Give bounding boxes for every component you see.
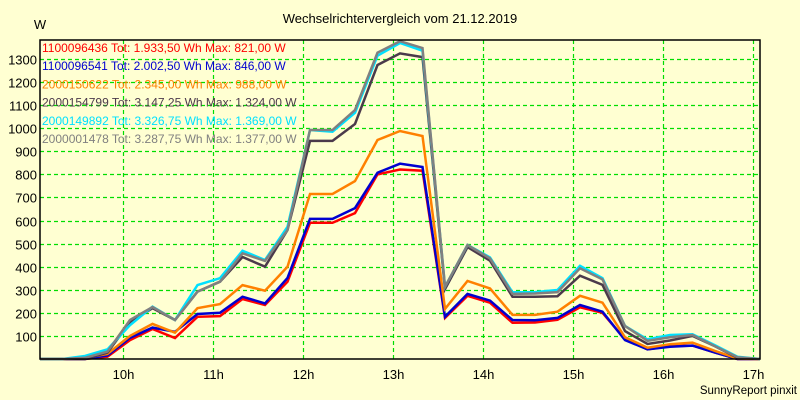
x-tick-label: 15h	[563, 367, 585, 382]
x-tick-label: 12h	[293, 367, 315, 382]
x-tick-label: 17h	[743, 367, 765, 382]
y-axis-label: W	[34, 17, 47, 32]
y-tick-label: 200	[15, 307, 37, 322]
chart-title: Wechselrichtervergleich vom 21.12.2019	[283, 11, 518, 26]
x-tick-label: 16h	[653, 367, 675, 382]
y-tick-label: 1300	[8, 53, 37, 68]
y-tick-label: 500	[15, 238, 37, 253]
y-tick-label: 400	[15, 261, 37, 276]
y-tick-label: 300	[15, 284, 37, 299]
x-tick-label: 11h	[203, 367, 224, 382]
legend-entry-2000154799: 2000154799 Tot: 3.147,25 Wh Max: 1.324,0…	[42, 96, 297, 110]
legend-entry-2000150622: 2000150622 Tot: 2.345,00 Wh Max: 988,00 …	[42, 77, 287, 91]
y-tick-label: 1100	[9, 99, 37, 114]
plot-area-frame	[39, 39, 761, 360]
y-tick-label: 1200	[8, 76, 37, 91]
x-tick-label: 14h	[473, 367, 495, 382]
legend-entry-1100096436: 1100096436 Tot: 1.933,50 Wh Max: 821,00 …	[42, 41, 286, 55]
y-tick-label: 1000	[8, 122, 37, 137]
y-tick-label: 900	[15, 145, 37, 160]
legend: 1100096436 Tot: 1.933,50 Wh Max: 821,00 …	[42, 41, 297, 146]
x-tick-label: 10h	[113, 367, 135, 382]
credit-text: SunnyReport pinxit	[700, 385, 798, 397]
series-line-1100096541	[40, 162, 760, 361]
x-tick-label: 13h	[383, 367, 405, 382]
ticks: 100 200 300 400 500 600 700 800 900 1000 1100 1200 1…	[8, 53, 764, 383]
y-tick-label: 100	[15, 330, 37, 345]
legend-entry-2000149892: 2000149892 Tot: 3.326,75 Wh Max: 1.369,0…	[42, 114, 297, 128]
legend-entry-1100096541: 1100096541 Tot: 2.002,50 Wh Max: 846,00 …	[42, 59, 286, 73]
legend-entry-2000001478: 2000001478 Tot: 3.287,75 Wh Max: 1.377,0…	[42, 132, 297, 146]
grid	[40, 40, 760, 359]
y-tick-label: 700	[15, 191, 37, 206]
y-tick-label: 600	[15, 215, 37, 230]
y-tick-label: 800	[15, 168, 37, 183]
series-lines	[39, 39, 761, 361]
